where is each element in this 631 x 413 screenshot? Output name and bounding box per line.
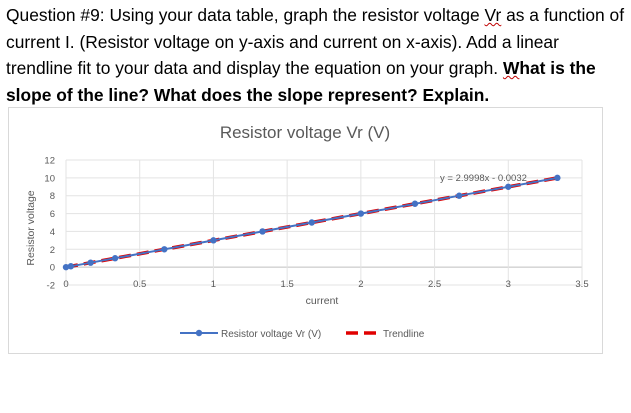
y-tick-label: -2	[47, 281, 55, 292]
chart-frame[interactable]: Resistor voltage Vr (V) Resistor voltage…	[8, 107, 603, 354]
x-axis-label: current	[306, 295, 339, 307]
question-bold-w: W	[502, 58, 520, 78]
y-tick-label: 0	[50, 263, 55, 274]
y-tick-label: 8	[50, 191, 55, 202]
data-point	[67, 263, 75, 270]
data-point	[62, 263, 70, 271]
question-part1: Question #9: Using your data table, grap…	[6, 5, 485, 25]
data-point	[554, 174, 561, 182]
y-tick-label: 2	[50, 245, 55, 256]
x-tick-label: 2.5	[428, 279, 441, 290]
data-point	[357, 210, 365, 217]
data-point	[411, 200, 419, 207]
series-layer	[62, 174, 561, 271]
data-point	[161, 246, 168, 253]
tick-labels: -2 0 2 4 6 8 10 12 0 0.5 1 1.5 2 2.5 3 3.5	[44, 156, 588, 292]
question-bold-rest: hat is the slope of the line? What does …	[6, 58, 596, 105]
x-tick-label: 2	[358, 279, 363, 290]
data-point	[455, 192, 463, 199]
legend: Resistor voltage Vr (V) Trendline	[180, 329, 425, 340]
gridlines	[65, 159, 583, 286]
x-tick-label: 0	[63, 279, 68, 290]
x-tick-label: 3.5	[575, 279, 588, 290]
trendline-equation: y = 2.9998x - 0.0032	[440, 173, 527, 184]
data-point	[210, 237, 217, 244]
legend-series-label: Resistor voltage Vr (V)	[221, 329, 321, 340]
legend-trendline-label: Trendline	[383, 329, 425, 340]
y-tick-label: 10	[44, 173, 55, 184]
question-text: Question #9: Using your data table, grap…	[6, 2, 628, 108]
y-tick-label: 12	[44, 156, 55, 167]
x-tick-label: 1	[211, 279, 216, 290]
x-tick-label: 3	[506, 279, 511, 290]
y-axis-label: Resistor voltage	[25, 190, 37, 265]
chart-title: Resistor voltage Vr (V)	[220, 123, 390, 142]
y-tick-label: 6	[50, 209, 55, 220]
data-point	[308, 219, 315, 226]
data-point	[259, 228, 266, 235]
y-tick-label: 4	[50, 227, 55, 238]
chart: Resistor voltage Vr (V) Resistor voltage…	[25, 123, 589, 340]
data-point	[505, 183, 512, 190]
question-part2: as a function of current I. (Resistor vo…	[6, 5, 625, 78]
question-vr: Vr	[484, 5, 502, 25]
legend-series-marker	[195, 329, 203, 337]
data-point	[111, 255, 119, 262]
data-point	[87, 259, 94, 266]
x-tick-label: 1.5	[281, 279, 294, 290]
x-tick-label: 0.5	[133, 279, 146, 290]
